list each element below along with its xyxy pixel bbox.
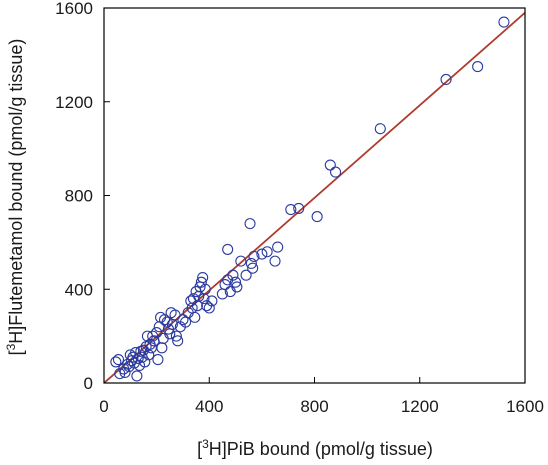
data-point (235, 255, 247, 267)
data-point (293, 202, 305, 214)
data-point (199, 283, 211, 295)
data-point (143, 349, 155, 361)
data-point (440, 73, 452, 86)
data-point (112, 354, 125, 366)
trend-line (103, 12, 526, 384)
y-tick-label: 1200 (55, 93, 93, 112)
data-point (172, 335, 184, 347)
data-point (119, 366, 131, 379)
y-tick-label: 800 (65, 187, 93, 206)
data-point (324, 159, 336, 171)
data-point (139, 356, 151, 368)
data-point (177, 314, 189, 326)
data-point (311, 211, 323, 223)
data-point (256, 248, 268, 260)
data-point (244, 218, 256, 230)
data-point (156, 342, 168, 354)
y-tick-label: 1600 (55, 0, 93, 18)
data-point (285, 204, 297, 216)
data-point (240, 269, 252, 281)
data-point (147, 330, 159, 342)
data-point (203, 302, 215, 314)
data-point (248, 250, 260, 262)
y-tick-label: 400 (65, 280, 93, 299)
data-point (195, 276, 207, 288)
data-point (247, 262, 259, 274)
data-point (151, 327, 163, 339)
data-point (498, 16, 510, 28)
data-point (261, 246, 273, 258)
data-point (272, 241, 284, 253)
x-tick-label: 400 (195, 397, 223, 416)
x-tick-label: 1600 (506, 397, 544, 416)
data-point (197, 271, 209, 284)
data-point (206, 295, 218, 307)
data-point (245, 257, 257, 270)
data-point (110, 356, 122, 368)
x-tick-label: 800 (300, 397, 328, 416)
data-point (472, 61, 484, 73)
data-point (170, 330, 182, 342)
x-tick-label: 0 (99, 397, 108, 416)
chart-marks (103, 12, 526, 384)
x-tick-label: 1200 (401, 397, 439, 416)
data-point (329, 166, 342, 178)
data-point (189, 311, 201, 323)
data-point (157, 332, 169, 345)
x-axis-label: [3H]PiB bound (pmol/g tissue) (197, 437, 433, 459)
data-point (269, 255, 281, 267)
data-point (161, 316, 173, 328)
chart-axes: 0 400 800 1200 1600 0 400 800 1200 1600 (55, 0, 544, 416)
y-tick-label: 0 (84, 374, 93, 393)
data-point (230, 276, 242, 288)
data-point (231, 281, 243, 293)
data-point (131, 370, 143, 382)
data-point (152, 354, 164, 366)
data-point (222, 243, 234, 255)
y-axis-label: [3H]Flutemetamol bound (pmol/g tissue) (4, 39, 26, 356)
data-point (227, 269, 239, 281)
data-point (374, 123, 386, 135)
